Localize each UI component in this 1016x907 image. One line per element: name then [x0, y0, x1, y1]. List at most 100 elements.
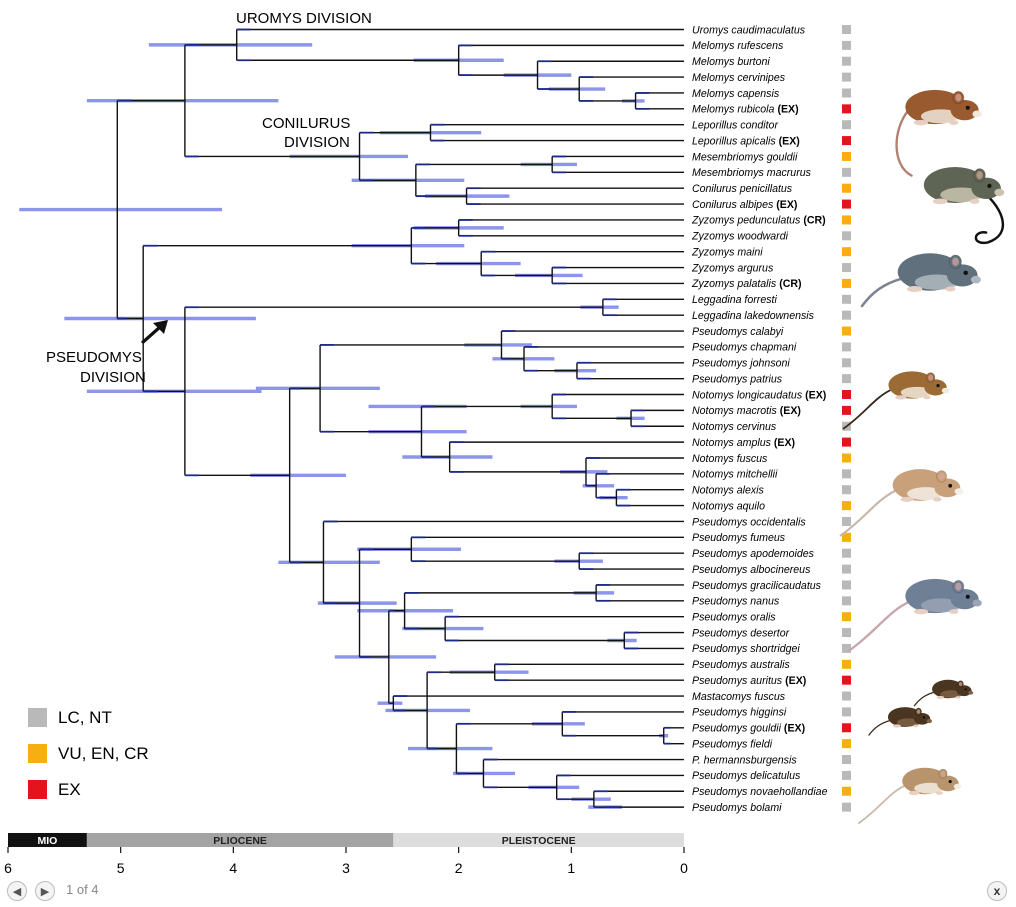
taxon-name: Notomys amplus	[692, 437, 772, 449]
taxon-label: Pseudomys albocinereus	[692, 564, 811, 576]
status-box	[842, 659, 851, 669]
taxon-name: Pseudomys calabyi	[692, 326, 784, 338]
taxon-label: Conilurus penicillatus	[692, 183, 793, 195]
taxon-name: Pseudomys apodemoides	[692, 548, 815, 560]
taxon-name: Zyzomys pedunculatus	[691, 215, 801, 227]
taxon-name: P. hermannsburgensis	[692, 754, 797, 766]
taxon-status-tag: (EX)	[784, 723, 805, 735]
taxon-label: Mesembriomys macrurus	[692, 167, 812, 179]
status-box	[842, 120, 851, 130]
taxon-label: Notomys cervinus	[692, 421, 777, 433]
status-box	[842, 612, 851, 622]
previous-page-button[interactable]: ◀	[7, 881, 27, 901]
taxon-name: Pseudomys desertor	[692, 627, 790, 639]
taxon-label: Zyzomys woodwardi	[691, 231, 789, 243]
status-box	[842, 532, 851, 542]
legend-label: EX	[58, 780, 81, 799]
epoch-band	[393, 833, 684, 847]
status-box	[842, 469, 851, 479]
page-counter: 1 of 4	[66, 882, 99, 897]
epoch-label: PLIOCENE	[213, 835, 267, 847]
conilurus-division-label-line2: DIVISION	[284, 134, 350, 151]
status-box	[842, 739, 851, 749]
status-box	[842, 56, 851, 66]
status-box	[842, 310, 851, 320]
legend-swatch	[28, 708, 47, 727]
status-box	[842, 786, 851, 796]
taxon-label: Pseudomys delicatulus	[692, 770, 801, 782]
gouldii-illustration-b	[868, 707, 932, 736]
taxon-name: Conilurus penicillatus	[692, 183, 793, 195]
status-box	[842, 167, 851, 177]
status-box	[842, 151, 851, 161]
status-box	[842, 25, 851, 34]
taxon-label: Notomys macrotis (EX)	[692, 405, 801, 417]
taxon-label: Pseudomys fumeus	[692, 532, 786, 544]
taxon-label: Melomys rufescens	[692, 40, 784, 52]
status-box	[842, 231, 851, 241]
taxon-name: Pseudomys fieldi	[692, 738, 773, 750]
taxon-label: Notomys amplus (EX)	[692, 437, 795, 449]
taxon-name: Pseudomys johnsoni	[692, 358, 790, 370]
taxon-status-tag: (EX)	[779, 135, 800, 147]
taxon-name: Pseudomys higginsi	[692, 707, 787, 719]
gouldii-illustration-a	[913, 679, 974, 707]
taxon-label: P. hermannsburgensis	[692, 754, 797, 766]
taxon-name: Leggadina forresti	[692, 294, 777, 306]
taxon-label: Melomys rubicola (EX)	[692, 104, 799, 116]
taxon-name: Notomys alexis	[692, 485, 765, 497]
taxon-name: Mesembriomys gouldii	[692, 151, 798, 163]
delicatulus-illustration	[858, 767, 961, 824]
axis-tick-label: 3	[342, 860, 350, 876]
status-box	[842, 358, 851, 368]
taxon-name: Pseudomys fumeus	[692, 532, 786, 544]
taxon-name: Conilurus albipes	[692, 199, 774, 211]
taxon-label: Pseudomys patrius	[692, 373, 783, 385]
status-box	[842, 564, 851, 574]
taxon-label: Pseudomys novaehollandiae	[692, 786, 828, 798]
status-box	[842, 247, 851, 257]
pseudomys-illustration	[839, 469, 964, 537]
taxon-label: Zyzomys pedunculatus (CR)	[691, 215, 826, 227]
taxon-name: Notomys aquilo	[692, 500, 765, 512]
taxon-label: Melomys burtoni	[692, 56, 770, 68]
taxon-label: Pseudomys oralis	[692, 611, 776, 623]
taxon-name: Pseudomys oralis	[692, 611, 776, 623]
taxon-status-tag: (EX)	[774, 437, 795, 449]
taxon-name: Leporillus conditor	[692, 120, 778, 132]
taxon-label: Melomys cervinipes	[692, 72, 786, 84]
close-icon: x	[993, 884, 1001, 898]
taxon-label: Pseudomys desertor	[692, 627, 790, 639]
status-box	[842, 437, 851, 447]
next-page-button[interactable]: ▶	[35, 881, 55, 901]
taxon-label: Uromys caudimaculatus	[692, 24, 806, 36]
epoch-label: MIO	[38, 835, 58, 847]
taxon-label: Leggadina lakedownensis	[692, 310, 815, 322]
close-button[interactable]: x	[987, 881, 1007, 901]
status-box	[842, 723, 851, 733]
taxon-name: Pseudomys bolami	[692, 802, 782, 814]
taxon-name: Pseudomys chapmani	[692, 342, 797, 354]
status-box	[842, 72, 851, 82]
status-box	[842, 643, 851, 653]
taxon-label: Pseudomys gracilicaudatus	[692, 580, 822, 592]
timescale: MIO PLIOCENE PLEISTOCENE 6 5 4 3 2 1 0	[4, 833, 688, 876]
legend-label: VU, EN, CR	[58, 744, 149, 763]
taxon-name: Melomys burtoni	[692, 56, 770, 68]
taxon-name: Notomys mitchellii	[692, 469, 778, 481]
taxon-label: Zyzomys maini	[691, 246, 763, 258]
uromys-division-label: UROMYS DIVISION	[236, 10, 372, 27]
arrow-right-icon: ▶	[40, 885, 50, 898]
taxon-name: Melomys rufescens	[692, 40, 784, 52]
taxon-name: Pseudomys nanus	[692, 596, 780, 608]
taxon-name: Pseudomys auritus	[692, 675, 783, 687]
taxon-name: Melomys capensis	[692, 88, 780, 100]
taxon-name: Pseudomys albocinereus	[692, 564, 811, 576]
status-box	[842, 40, 851, 50]
taxon-name: Pseudomys gouldii	[692, 723, 782, 735]
taxon-label: Notomys alexis	[692, 485, 765, 497]
taxon-label: Pseudomys fieldi	[692, 738, 773, 750]
axis-tick-label: 1	[567, 860, 575, 876]
arrow-left-icon: ◀	[12, 885, 22, 898]
status-box	[842, 675, 851, 685]
